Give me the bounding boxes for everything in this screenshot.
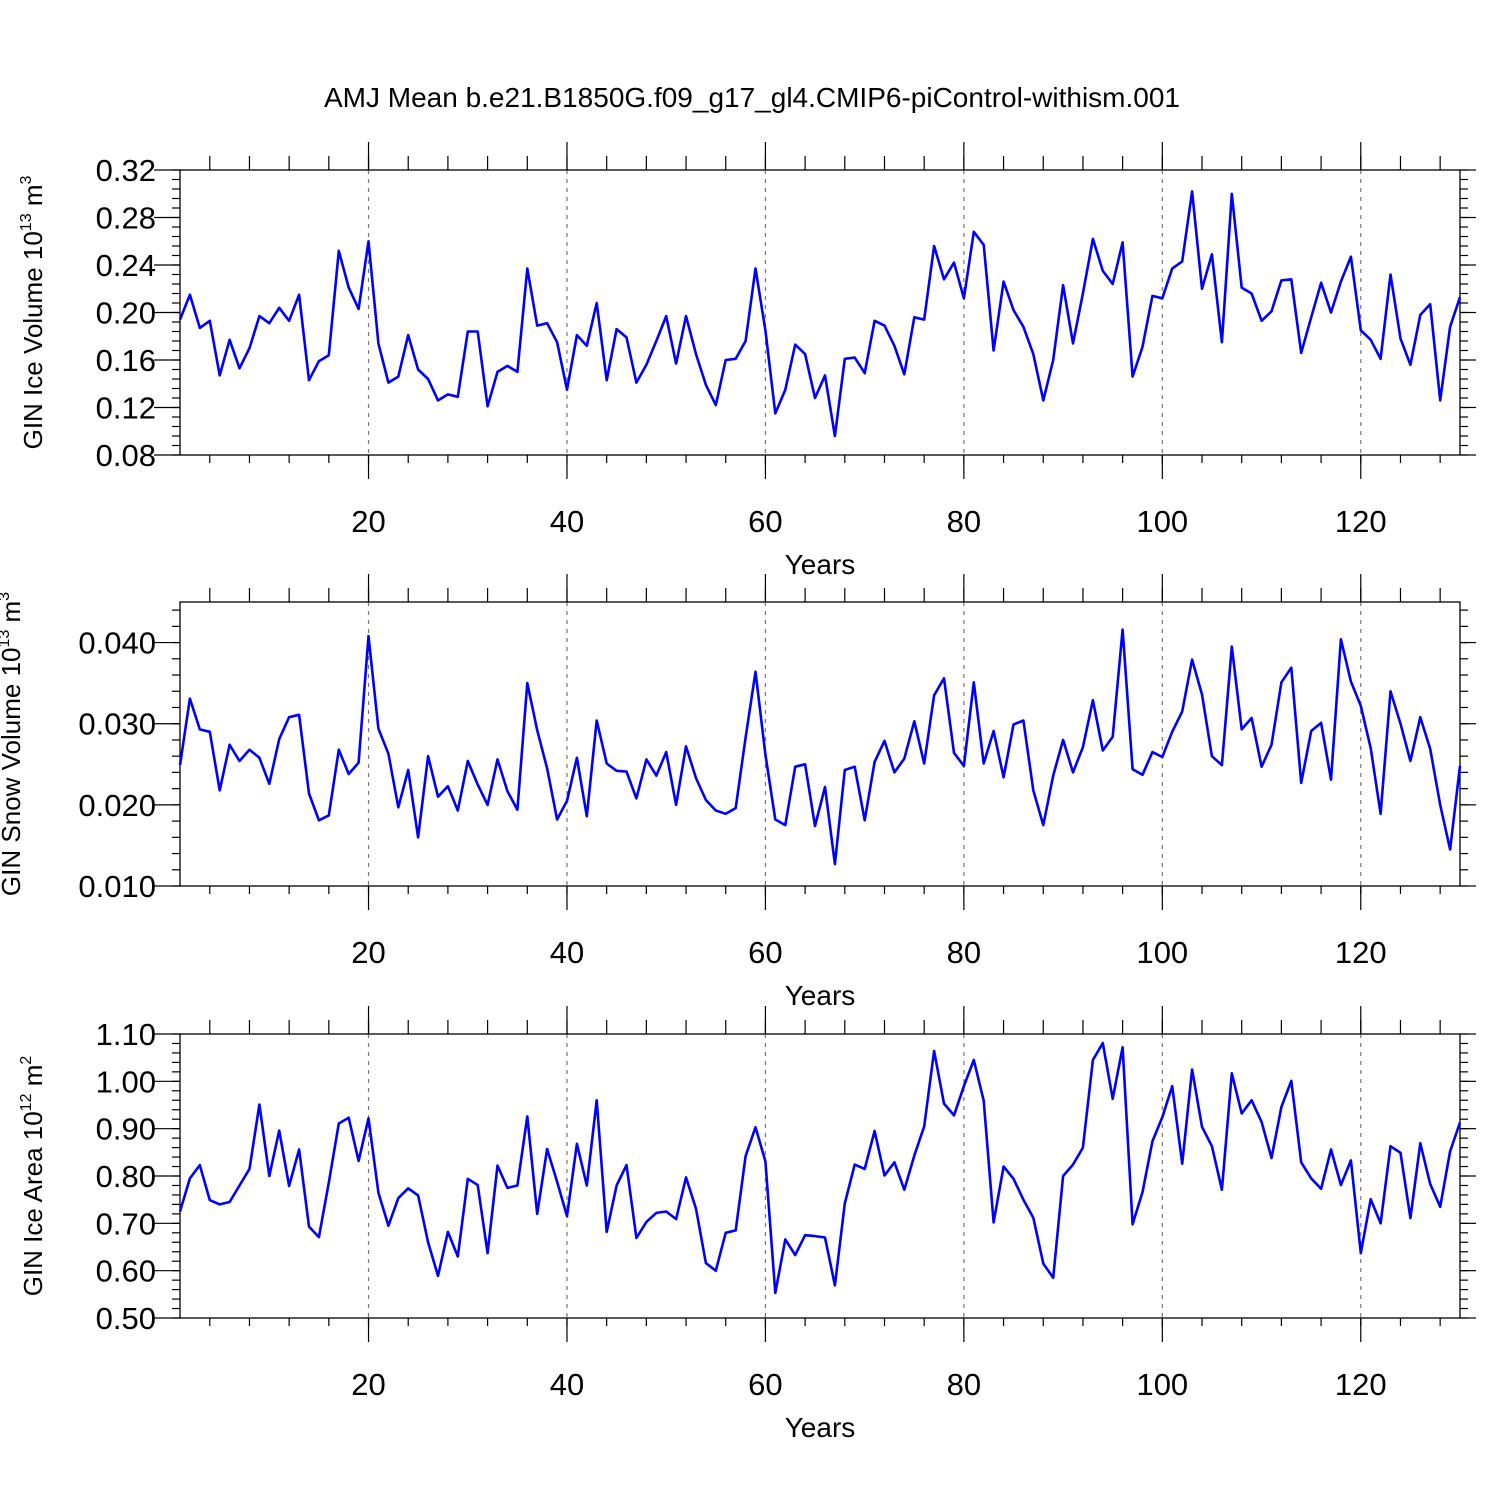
- y-tick-label: 0.020: [78, 788, 156, 823]
- x-axis-label: Years: [785, 980, 856, 1011]
- y-axis-label-exponent: 13: [18, 213, 35, 231]
- x-tick-label: 60: [748, 935, 782, 970]
- x-tick-label: 100: [1136, 1367, 1188, 1402]
- x-tick-label: 60: [748, 504, 782, 539]
- x-tick-label: 80: [947, 1367, 981, 1402]
- x-tick-label: 20: [351, 1367, 385, 1402]
- plot-frame: [179, 169, 1461, 456]
- y-tick-label: 1.10: [96, 1017, 156, 1052]
- y-axis-label: GIN Ice Area 1012 m2: [18, 1056, 48, 1297]
- y-axis-label-exponent: 12: [18, 1093, 35, 1111]
- x-axis-label: Years: [785, 549, 856, 580]
- x-tick-label: 120: [1335, 1367, 1387, 1402]
- y-axis-label-unit: m: [18, 184, 48, 213]
- panels: 0.08 0.12 0.16 0.20 0.24 0.28 0.32 20 40 60 80 100 1…: [0, 142, 1476, 1443]
- y-tick-label: 0.16: [96, 343, 156, 378]
- x-tick-label: 40: [550, 1367, 584, 1402]
- y-tick-label: 0.24: [96, 248, 156, 283]
- x-tick-label: 20: [351, 504, 385, 539]
- figure-title: AMJ Mean b.e21.B1850G.f09_g17_gl4.CMIP6-…: [324, 82, 1180, 113]
- y-axis-label-unit: m: [0, 601, 26, 630]
- y-tick-label: 0.32: [96, 153, 156, 188]
- x-tick-label: 80: [947, 504, 981, 539]
- series-line: [178, 1041, 1462, 1295]
- y-tick-label: 0.28: [96, 201, 156, 236]
- y-tick-label: 0.030: [78, 707, 156, 742]
- y-tick-label: 0.60: [96, 1254, 156, 1289]
- x-tick-label: 40: [550, 935, 584, 970]
- y-axis-label-text: GIN Snow Volume 10: [0, 648, 26, 897]
- plot-frame: [179, 601, 1461, 887]
- y-axis-label-exponent: 13: [0, 630, 13, 648]
- y-axis-label-text: GIN Ice Area 10: [18, 1111, 48, 1296]
- y-axis-label-text: GIN Ice Volume 10: [18, 231, 48, 449]
- series-line: [178, 628, 1462, 866]
- y-tick-label: 0.80: [96, 1159, 156, 1194]
- x-tick-label: 40: [550, 504, 584, 539]
- x-tick-label: 80: [947, 935, 981, 970]
- panel-1: 0.08 0.12 0.16 0.20 0.24 0.28 0.32 20 40 60 80 100 1…: [18, 142, 1476, 580]
- y-tick-label: 0.010: [78, 869, 156, 904]
- y-axis-label-unit: m: [18, 1065, 48, 1094]
- y-axis-label-unit-exponent: 3: [18, 175, 35, 184]
- x-tick-label: 120: [1335, 935, 1387, 970]
- plot-frame: [179, 1033, 1461, 1319]
- y-axis-label-unit-exponent: 2: [18, 1056, 35, 1065]
- x-axis-label: Years: [785, 1412, 856, 1443]
- x-tick-label: 60: [748, 1367, 782, 1402]
- y-axis-label: GIN Ice Volume 1013 m3: [18, 175, 48, 449]
- y-tick-label: 0.50: [96, 1301, 156, 1336]
- x-tick-label: 100: [1136, 504, 1188, 539]
- y-tick-label: 0.90: [96, 1112, 156, 1147]
- y-tick-label: 0.70: [96, 1206, 156, 1241]
- x-tick-label: 120: [1335, 504, 1387, 539]
- panel-3: 0.50 0.60 0.70 0.80 0.90 1.00 1.10 20 40 60 80 100 1…: [18, 1006, 1476, 1443]
- panel-2: 0.010 0.020 0.030 0.040 20 40 60 80 100 120 Years G…: [0, 574, 1476, 1011]
- y-axis-label-unit-exponent: 3: [0, 592, 13, 601]
- y-tick-label: 1.00: [96, 1064, 156, 1099]
- series-line: [178, 190, 1462, 438]
- x-tick-label: 100: [1136, 935, 1188, 970]
- x-tick-label: 20: [351, 935, 385, 970]
- y-tick-label: 0.040: [78, 626, 156, 661]
- y-axis-label: GIN Snow Volume 1013 m3: [0, 592, 26, 896]
- y-tick-label: 0.08: [96, 438, 156, 473]
- y-tick-label: 0.12: [96, 391, 156, 426]
- y-tick-label: 0.20: [96, 296, 156, 331]
